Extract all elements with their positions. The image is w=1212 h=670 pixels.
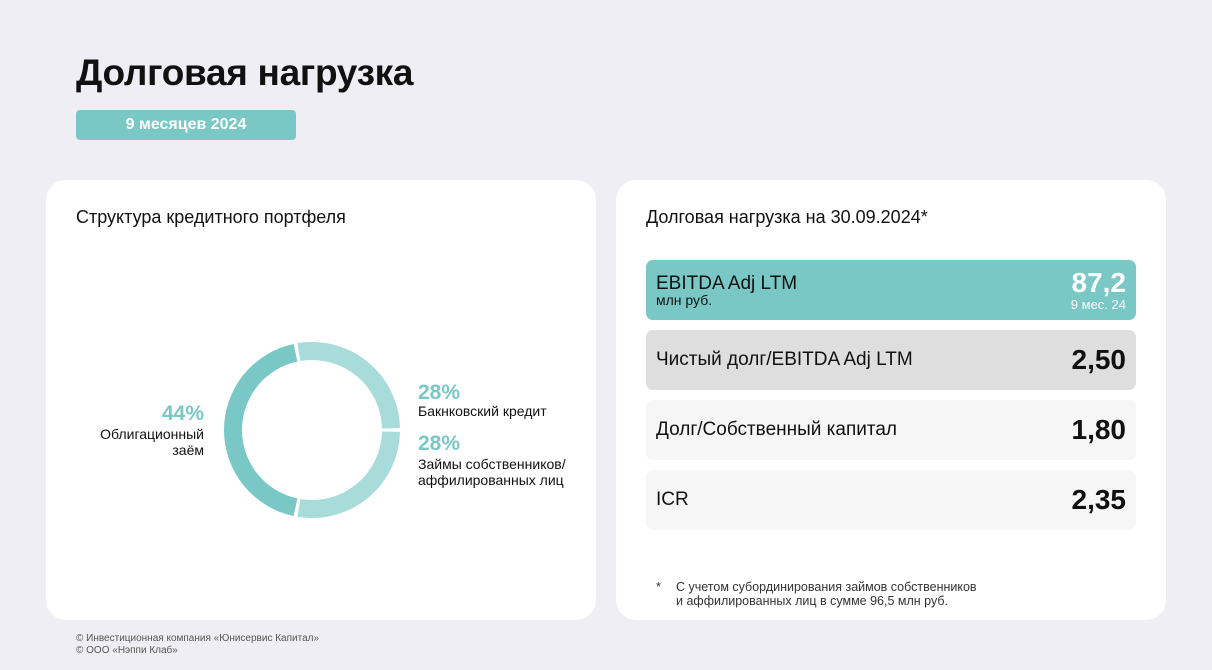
ebitda-unit: млн руб. — [656, 292, 713, 308]
bond-loan-label-line: заём — [172, 442, 204, 458]
credit-portfolio-donut-chart — [224, 342, 400, 518]
page-title: Долговая нагрузка — [76, 52, 414, 93]
owner-loans-label: Займы собственников/ аффилированных лиц — [418, 456, 566, 488]
net-debt-ebitda-label: Чистый долг/EBITDA Adj LTM — [656, 349, 913, 370]
footnote-line: и аффилированных лиц в сумме 96,5 млн ру… — [676, 594, 948, 608]
debt-equity-label: Долг/Собственный капитал — [656, 419, 898, 440]
bank-credit-segment — [297, 342, 400, 429]
bond-loan-segment — [224, 343, 298, 517]
owner-loans-percent-label: 28% — [418, 432, 461, 455]
bank-credit-label: Бакнковский кредит — [418, 403, 547, 419]
ebitda-value: 87,2 — [1071, 267, 1127, 298]
bank-credit-percent-label: 28% — [418, 381, 461, 404]
icr-label: ICR — [656, 489, 689, 510]
debt-load-card: Долговая нагрузка на 30.09.2024* EBITDA … — [616, 180, 1166, 620]
ebitda-label: EBITDA Adj LTM — [656, 273, 798, 294]
icr-value: 2,35 — [1071, 484, 1127, 515]
debt-load-title: Долговая нагрузка на 30.09.2024* — [646, 207, 928, 227]
credit-structure-title: Структура кредитного портфеля — [76, 207, 346, 227]
copyright-line: © ООО «Нэппи Клаб» — [76, 645, 178, 656]
credit-structure-card: Структура кредитного портфеля 44% Облига… — [46, 180, 596, 620]
period-badge: 9 месяцев 2024 — [76, 110, 296, 140]
bond-loan-label: Облигационный заём — [100, 426, 204, 458]
bond-loan-percent-label: 44% — [161, 402, 204, 425]
owner-loans-segment — [297, 431, 400, 518]
footnote-line: С учетом субординирования займов собстве… — [676, 580, 977, 594]
copyright: © Инвестиционная компания «Юнисервис Кап… — [76, 633, 319, 657]
net-debt-ebitda-row: Чистый долг/EBITDA Adj LTM 2,50 — [646, 330, 1136, 390]
ebitda-row: EBITDA Adj LTM млн руб. 87,2 9 мес. 24 — [646, 260, 1136, 320]
owner-loans-label-line: аффилированных лиц — [418, 472, 564, 488]
footnote: * С учетом субординирования займов собст… — [656, 580, 977, 608]
bank-credit-label-line: Бакнковский кредит — [418, 403, 547, 419]
net-debt-ebitda-value: 2,50 — [1071, 344, 1127, 375]
debt-equity-value: 1,80 — [1071, 414, 1127, 445]
owner-loans-label-line: Займы собственников/ — [418, 456, 566, 472]
debt-equity-row: Долг/Собственный капитал 1,80 — [646, 400, 1136, 460]
ebitda-period-note: 9 мес. 24 — [1070, 297, 1126, 312]
footnote-mark: * — [656, 580, 661, 594]
copyright-line: © Инвестиционная компания «Юнисервис Кап… — [76, 633, 320, 644]
bond-loan-label-line: Облигационный — [100, 426, 204, 442]
icr-row: ICR 2,35 — [646, 470, 1136, 530]
